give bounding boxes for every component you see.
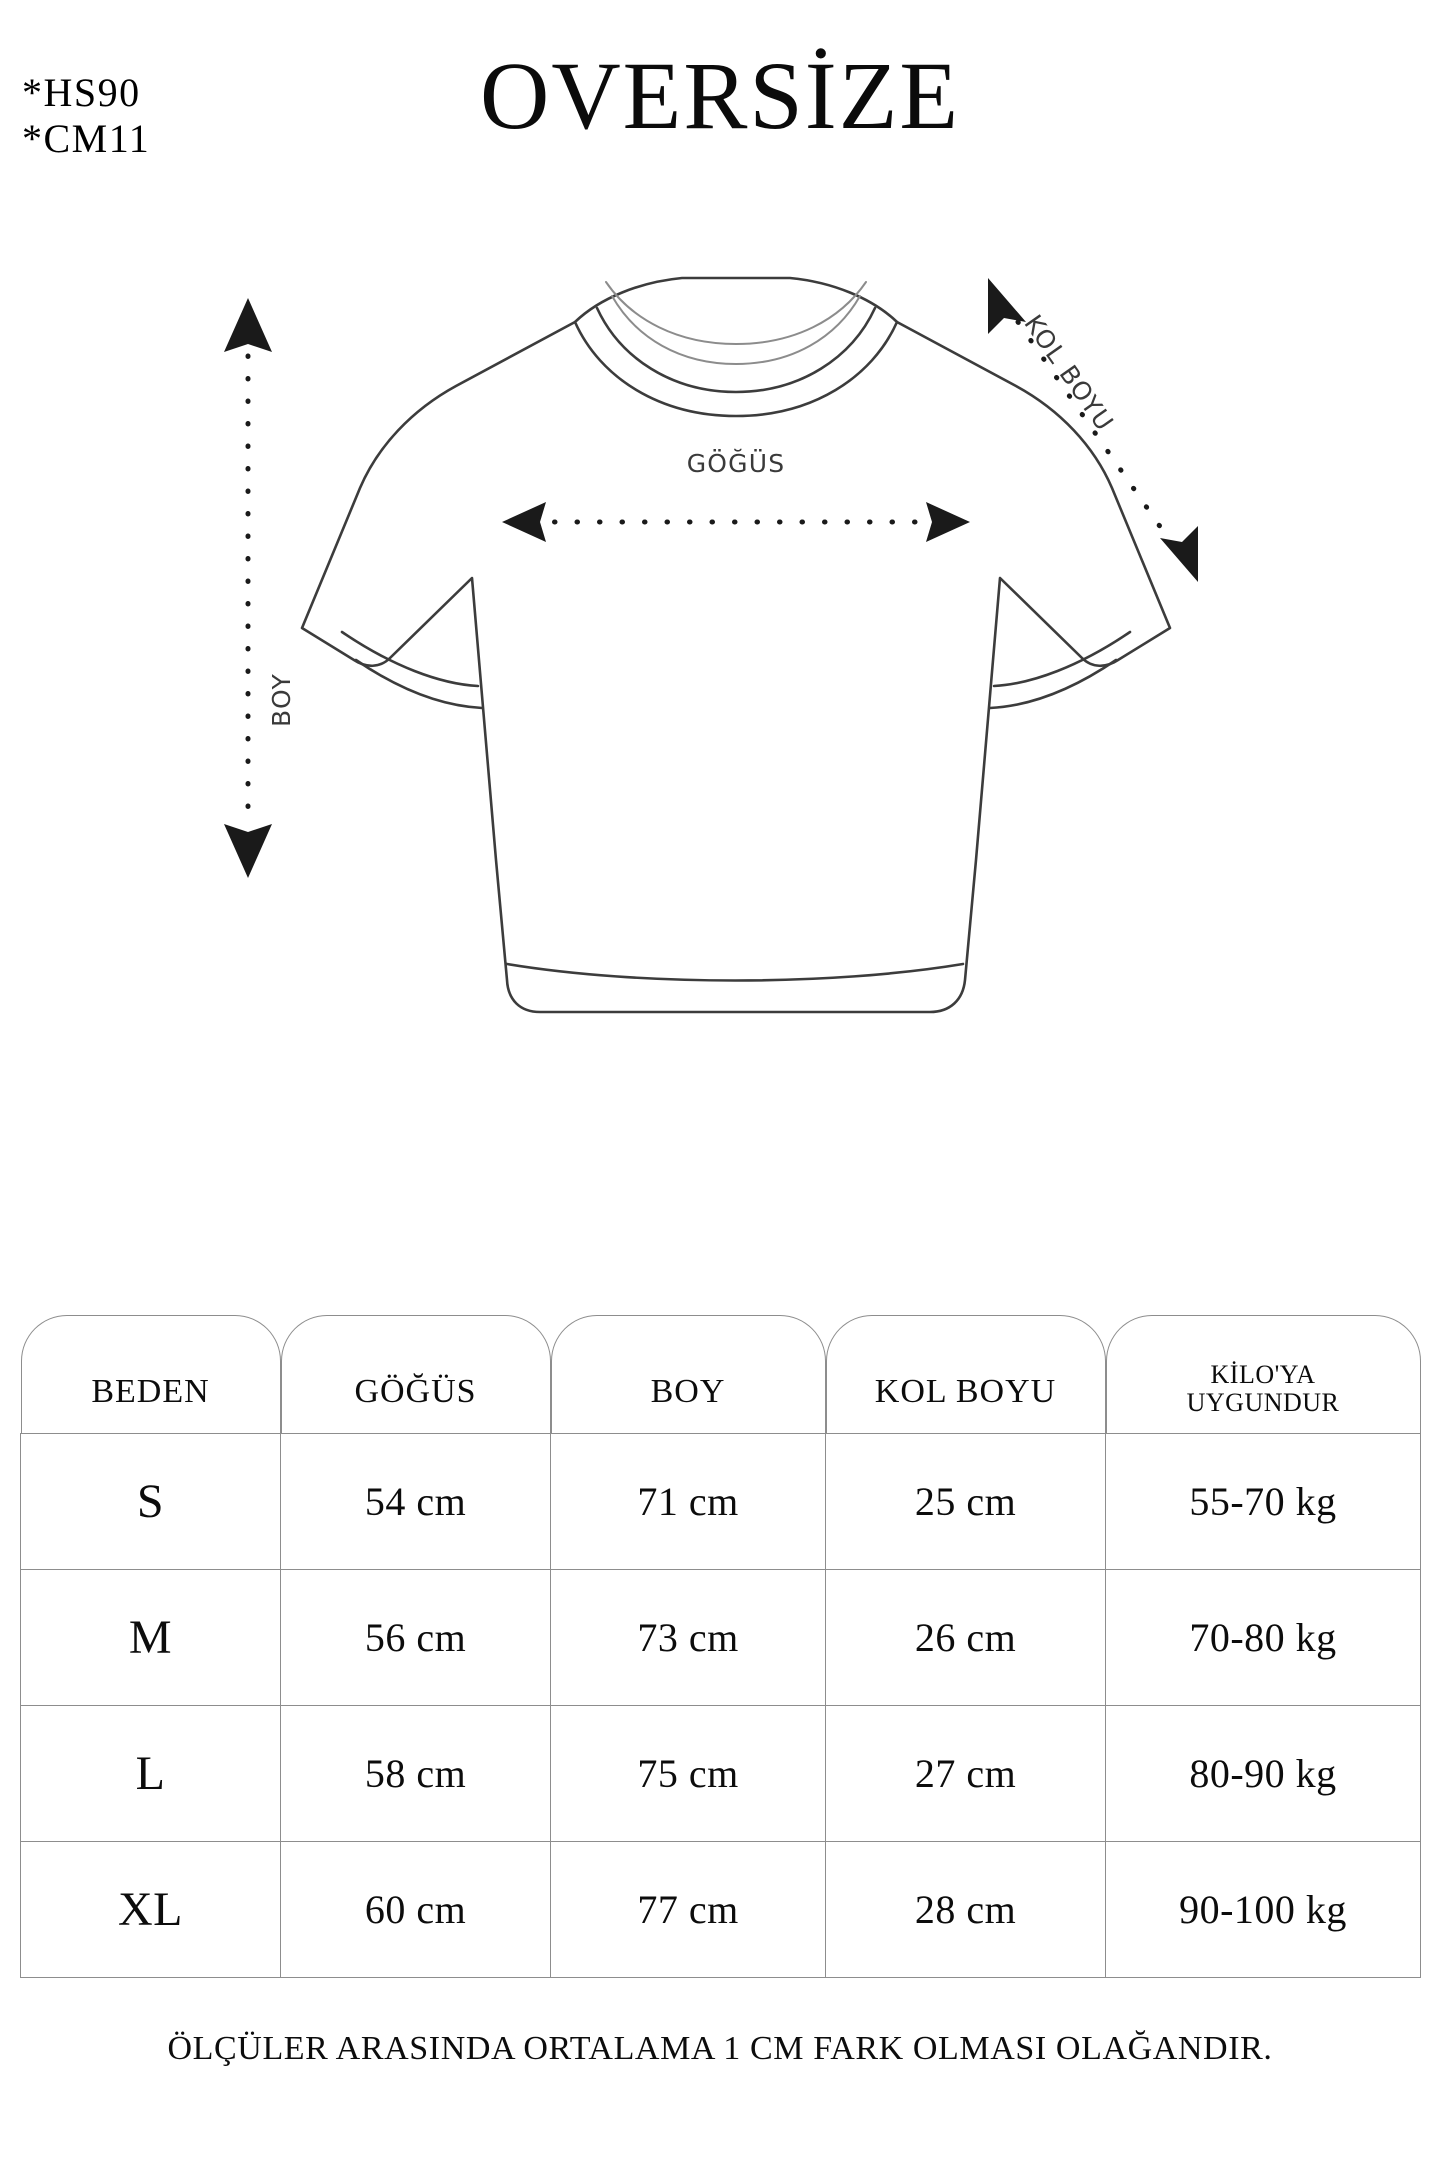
cell-kol-boyu: 28 cm bbox=[825, 1841, 1106, 1978]
page-title: OVERSİZE bbox=[480, 42, 960, 149]
table-header-kilo-line-1: KİLO'YA bbox=[1210, 1359, 1316, 1389]
table-row: L 58 cm 75 cm 27 cm 80-90 kg bbox=[20, 1705, 1421, 1842]
cell-boy: 71 cm bbox=[550, 1433, 826, 1570]
product-codes: *HS90 *CM11 bbox=[22, 70, 150, 163]
tshirt-outline bbox=[300, 276, 1172, 1014]
cell-gogus: 56 cm bbox=[280, 1569, 551, 1706]
product-code-line-2: *CM11 bbox=[22, 116, 151, 162]
chest-label: GÖĞÜS bbox=[687, 448, 786, 478]
cell-kol-boyu: 25 cm bbox=[825, 1433, 1106, 1570]
collar-ribbing bbox=[605, 281, 867, 366]
tshirt-diagram: GÖĞÜS BOY KOL BOYU bbox=[0, 260, 1440, 1260]
table-body: S 54 cm 71 cm 25 cm 55-70 kg M 56 cm 73 … bbox=[20, 1433, 1421, 1978]
cell-kilo: 80-90 kg bbox=[1105, 1705, 1421, 1842]
size-table: BEDEN GÖĞÜS BOY bbox=[20, 1315, 1421, 1978]
table-row: XL 60 cm 77 cm 28 cm 90-100 kg bbox=[20, 1841, 1421, 1978]
sleeve-label: KOL BOYU bbox=[1018, 310, 1119, 437]
cell-gogus: 58 cm bbox=[280, 1705, 551, 1842]
table-header-kilo-line-2: UYGUNDUR bbox=[1186, 1387, 1340, 1417]
size-table-wrapper: BEDEN GÖĞÜS BOY bbox=[20, 1315, 1421, 1978]
table-header-kol-boyu: KOL BOYU bbox=[825, 1315, 1106, 1434]
length-measure-arrow: BOY bbox=[224, 298, 296, 878]
cell-beden: M bbox=[20, 1569, 281, 1706]
table-header-boy-label: BOY bbox=[650, 1373, 726, 1411]
product-code-line-1: *HS90 bbox=[22, 70, 141, 115]
footer-note: ÖLÇÜLER ARASINDA ORTALAMA 1 CM FARK OLMA… bbox=[167, 2030, 1273, 2067]
length-label: BOY bbox=[267, 673, 296, 727]
table-header-boy: BOY bbox=[550, 1315, 826, 1434]
table-header-beden: BEDEN bbox=[20, 1315, 281, 1434]
cell-beden: S bbox=[20, 1433, 281, 1570]
table-header-gogus-label: GÖĞÜS bbox=[354, 1373, 477, 1411]
table-header-beden-label: BEDEN bbox=[91, 1373, 210, 1411]
cell-gogus: 60 cm bbox=[280, 1841, 551, 1978]
cell-gogus: 54 cm bbox=[280, 1433, 551, 1570]
cell-boy: 75 cm bbox=[550, 1705, 826, 1842]
table-header-kilo-label: KİLO'YA UYGUNDUR bbox=[1106, 1359, 1421, 1417]
cell-beden: L bbox=[20, 1705, 281, 1842]
cell-kol-boyu: 27 cm bbox=[825, 1705, 1106, 1842]
table-header-gogus: GÖĞÜS bbox=[280, 1315, 551, 1434]
cell-kol-boyu: 26 cm bbox=[825, 1569, 1106, 1706]
cell-kilo: 55-70 kg bbox=[1105, 1433, 1421, 1570]
table-header-row: BEDEN GÖĞÜS BOY bbox=[20, 1315, 1421, 1434]
chest-measure-arrow: GÖĞÜS bbox=[502, 448, 970, 542]
cell-boy: 73 cm bbox=[550, 1569, 826, 1706]
cell-boy: 77 cm bbox=[550, 1841, 826, 1978]
cell-kilo: 70-80 kg bbox=[1105, 1569, 1421, 1706]
table-row: M 56 cm 73 cm 26 cm 70-80 kg bbox=[20, 1569, 1421, 1706]
sleeve-measure-arrow: KOL BOYU bbox=[988, 278, 1198, 582]
cell-beden: XL bbox=[20, 1841, 281, 1978]
table-header-kilo: KİLO'YA UYGUNDUR bbox=[1105, 1315, 1421, 1434]
cell-kilo: 90-100 kg bbox=[1105, 1841, 1421, 1978]
table-row: S 54 cm 71 cm 25 cm 55-70 kg bbox=[20, 1433, 1421, 1570]
table-header-kol-boyu-label: KOL BOYU bbox=[874, 1373, 1057, 1411]
